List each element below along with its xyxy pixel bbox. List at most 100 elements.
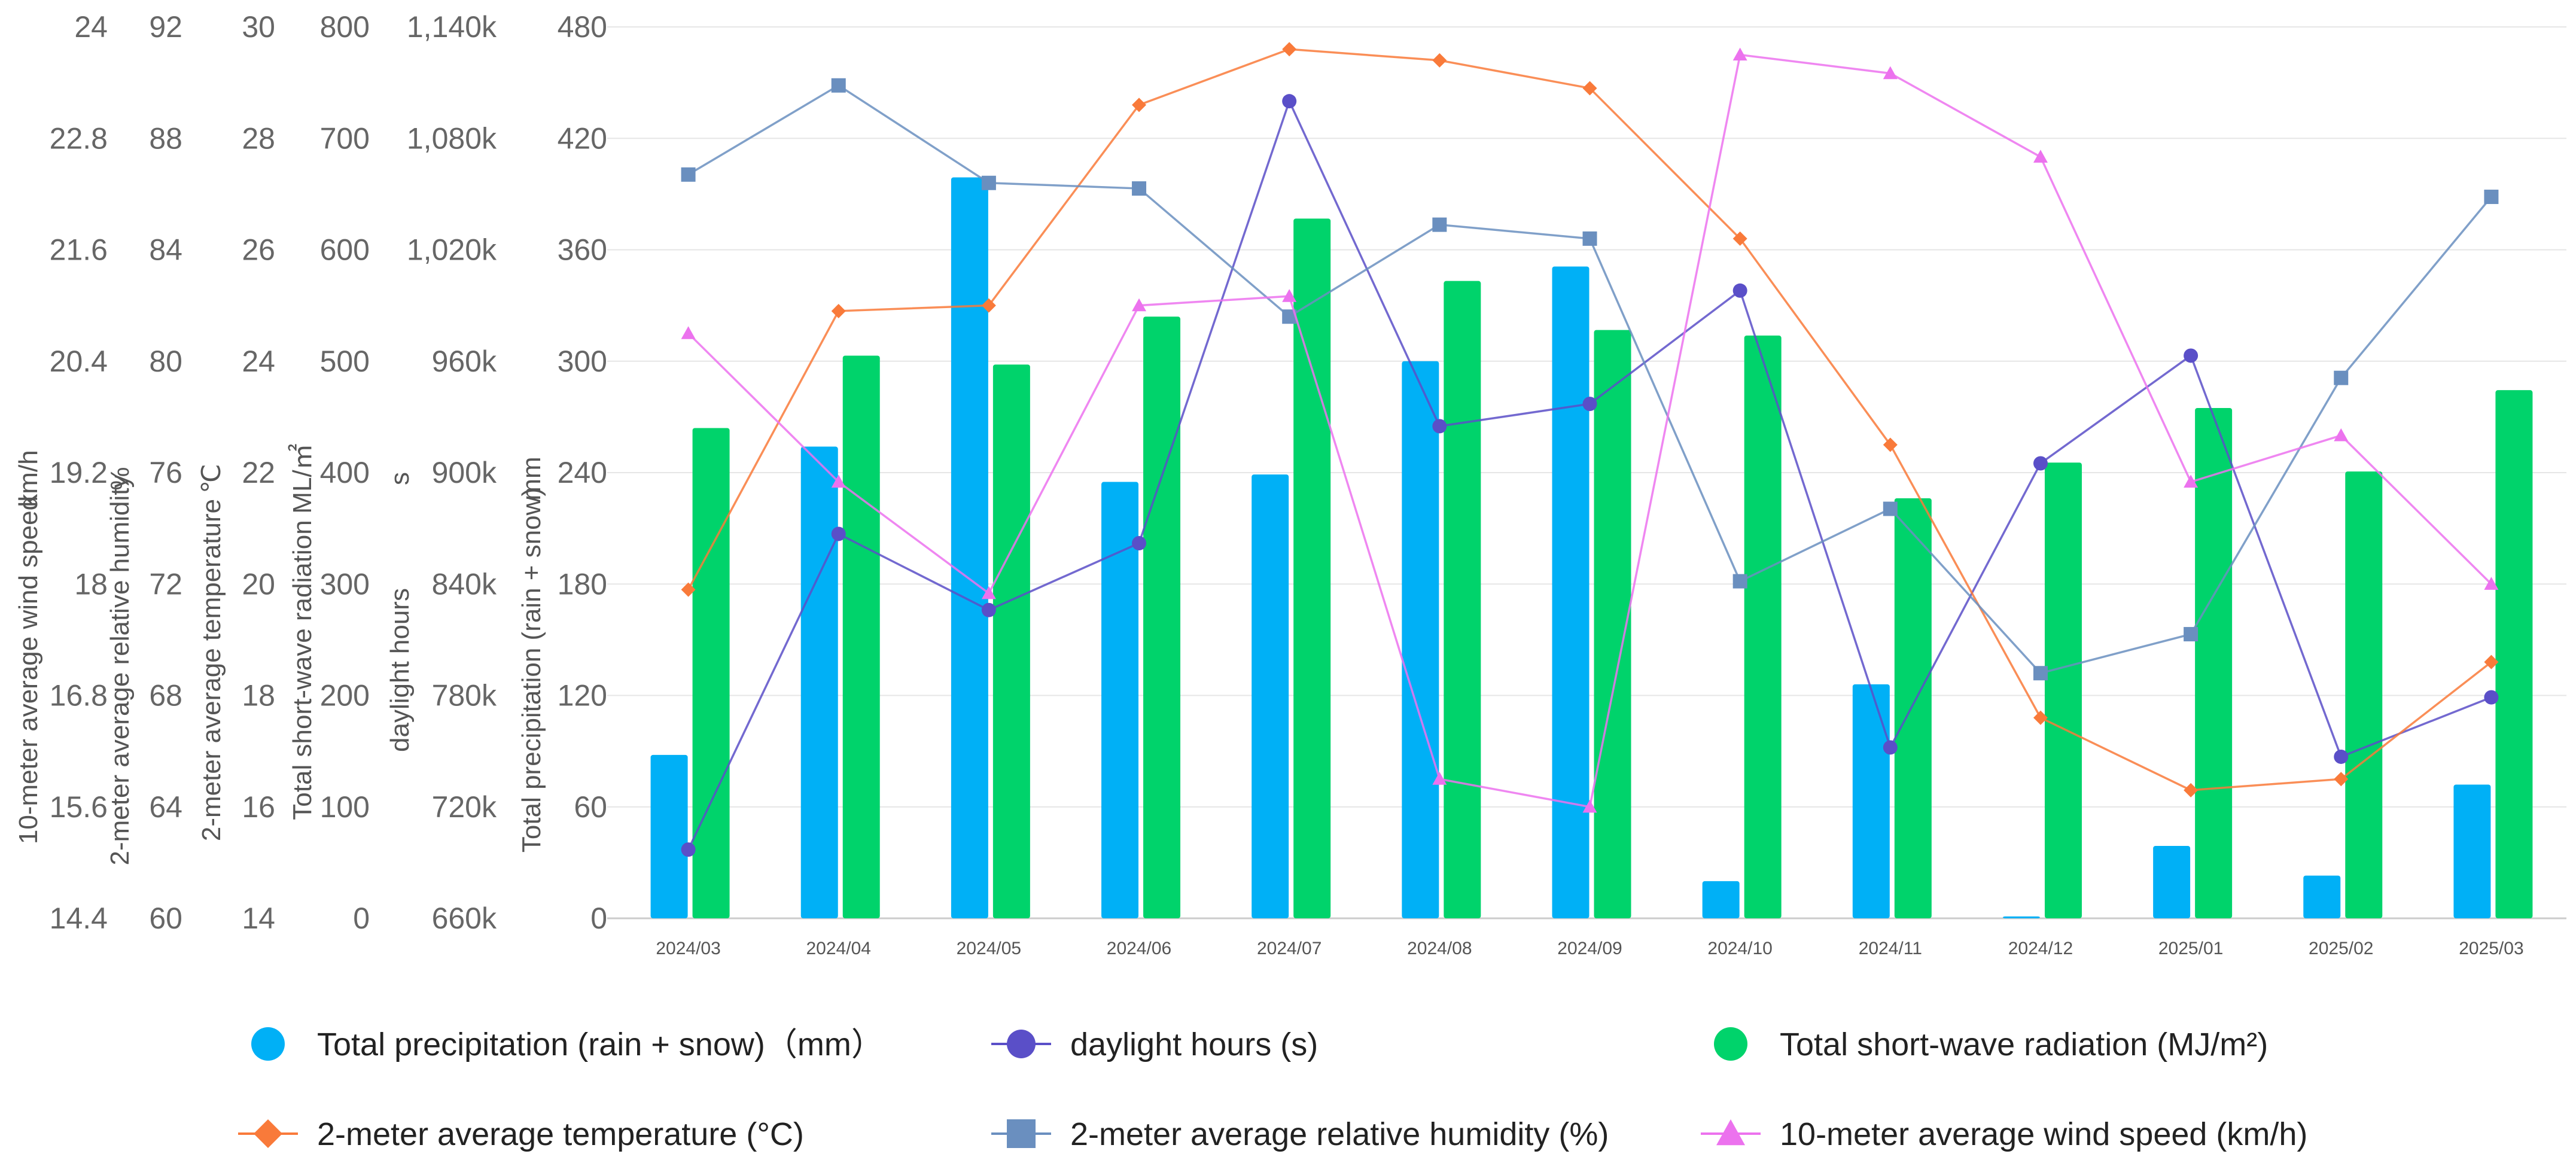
bar [1444,281,1481,918]
y-tick-label: 19.2 [50,456,108,489]
y-tick-label: 900k [432,456,497,489]
legend-item-total-precipitation-rain-snow-mm: Total precipitation (rain + snow)（mm） [251,1027,884,1062]
y-axis-unit: s [385,472,415,485]
bar [2044,462,2082,918]
y-tick-label: 1,080k [407,121,497,155]
point [1132,298,1147,312]
y-axes: 14.4 15.6 16.8 18 19.2 20.4 21.6 22.8 24 10-meter… [14,10,607,935]
point [1132,535,1147,550]
bar [1594,330,1631,918]
point [2184,627,2199,642]
y-tick-label: 60 [574,790,607,824]
point [1132,181,1147,196]
line-series-10-meter-average-wind-speed-km-h [681,47,2499,813]
y-tick-label: 300 [320,567,370,601]
y-tick-label: 420 [558,121,607,155]
point [831,474,846,488]
y-axis-unit: mm [517,456,546,500]
y-tick-label: 840k [432,567,497,601]
legend-label: Total precipitation (rain + snow)（mm） [317,1027,884,1062]
point [1883,437,1898,452]
point [831,526,846,541]
bar [1702,881,1740,918]
bar [951,177,988,918]
point [1007,1030,1036,1058]
y-axis-unit: ℃ [197,464,226,493]
point [2184,474,2199,488]
y-tick-label: 1,020k [407,233,497,267]
legend-label: 2-meter average temperature (°C) [317,1116,804,1152]
point [681,167,696,182]
y-axis-precip: 0 60 120 180 240 300 360 420 480 Total precipitat… [517,10,607,935]
point [1282,42,1297,57]
legend-label: Total short-wave radiation (MJ/m²) [1780,1027,2268,1062]
y-tick-label: 660k [432,902,497,935]
y-tick-label: 0 [590,902,607,935]
y-tick-label: 68 [149,679,182,713]
line-series-2-meter-average-relative-humidity [681,78,2499,681]
x-tick-label: 2025/01 [2158,939,2223,958]
y-tick-label: 240 [558,456,607,489]
y-tick-label: 88 [149,121,182,155]
y-tick-label: 14 [242,902,275,935]
bar [842,355,880,918]
legend-item-10-meter-average-wind-speed-km-h: 10-meter average wind speed (km/h) [1701,1116,2307,1152]
y-tick-label: 14.4 [50,902,108,935]
y-tick-label: 400 [320,456,370,489]
point [2334,772,2349,787]
point [1732,47,1747,61]
point [1716,1119,1745,1146]
point [1282,94,1297,109]
point [2033,456,2048,471]
y-tick-label: 22.8 [50,121,108,155]
point [1132,98,1147,112]
x-tick-label: 2024/05 [957,939,1021,958]
y-tick-label: 64 [149,790,182,824]
bar [2002,916,2040,918]
bar [2195,407,2233,918]
point [1883,66,1898,80]
y-tick-label: 15.6 [50,790,108,824]
point [1883,740,1898,755]
y-tick-label: 24 [74,10,108,44]
y-axis-wind: 14.4 15.6 16.8 18 19.2 20.4 21.6 22.8 24 10-meter… [14,10,108,935]
bar [992,364,1030,918]
point [981,298,996,313]
bar [2453,784,2491,918]
y-tick-label: 16.8 [50,679,108,713]
point [2484,654,2499,669]
point [981,175,996,190]
bar [2303,875,2341,918]
y-tick-label: 960k [432,345,497,378]
point [1432,53,1447,68]
y-tick-label: 480 [558,10,607,44]
y-tick-label: 300 [558,345,607,378]
y-tick-label: 20.4 [50,345,108,378]
point [2334,428,2349,442]
bar [1852,684,1890,918]
x-tick-label: 2024/10 [1707,939,1772,958]
point [1432,419,1447,434]
y-axis-title: 2-meter average temperature [197,499,226,841]
y-tick-label: 700 [320,121,370,155]
point [2033,710,2048,725]
point [2033,150,2048,163]
y-tick-label: 80 [149,345,182,378]
point [1582,231,1597,246]
point [2484,577,2499,590]
y-axis-daylight: 660k 720k 780k 840k 900k 960k 1,020k 1,080k 1,14… [385,10,497,935]
point [1732,283,1747,298]
y-axis-title: daylight hours [385,588,415,752]
bar [1744,335,1782,918]
bar-series [650,177,2533,919]
point [1432,772,1447,785]
bar [2345,471,2383,918]
x-tick-label: 2025/02 [2309,939,2373,958]
x-tick-label: 2024/06 [1107,939,1171,958]
bar-series-total-precipitation-rain-snow-mm [650,177,2491,918]
point [2484,190,2499,205]
y-tick-label: 24 [242,345,275,378]
bar [1552,266,1590,918]
point [2184,348,2199,363]
